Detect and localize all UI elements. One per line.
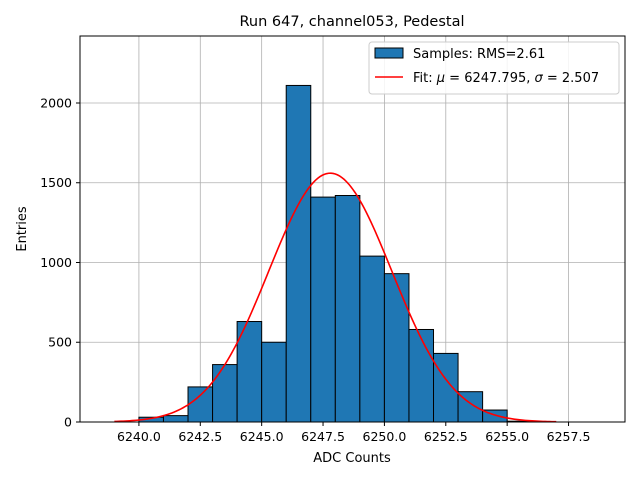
y-axis-label: Entries [15,206,30,252]
chart-title: Run 647, channel053, Pedestal [239,14,464,30]
legend-fit-mu-value: = 6247.795, [445,71,534,86]
legend: Samples: RMS=2.61 Fit: μ = 6247.795, σ =… [368,41,620,95]
histogram-bar [162,415,189,423]
x-axis-label: ADC Counts [313,451,391,466]
histogram-bar [212,364,238,423]
x-axis-ticks: 6240.0 6242.5 6245.0 6247.5 6250.0 6252.5 6255… [117,422,590,444]
fit-curve-group [114,172,557,423]
x-tick-label: 6242.5 [178,429,222,444]
x-tick-label: 6252.5 [424,429,468,444]
histogram-bar [408,328,435,423]
histogram-bar [433,352,459,423]
plot-frame [79,35,626,423]
legend-fit-label: Fit: μ = 6247.795, σ = 2.507 [413,71,599,86]
y-tick-label: 500 [48,335,72,350]
histogram-bar [187,386,214,423]
x-tick-label: 6257.5 [547,429,591,444]
legend-fit-sigma-value: = 2.507 [543,71,599,86]
legend-fit-prefix: Fit: [413,71,437,86]
y-tick-label: 1000 [40,255,72,270]
x-tick-label: 6250.0 [363,429,407,444]
histogram-bar [310,196,336,423]
y-tick-label: 2000 [40,95,72,110]
fit-curve [114,172,557,423]
legend-box [368,41,620,95]
legend-samples-label: Samples: RMS=2.61 [413,47,545,62]
legend-fit-mu-symbol: μ [436,71,445,86]
histogram-bar [359,255,385,423]
histogram-bar [236,321,263,423]
x-tick-label: 6255.0 [485,429,529,444]
y-tick-label: 1500 [40,175,72,190]
legend-fit-sigma-symbol: σ [535,71,544,86]
histogram-bar [285,84,312,423]
x-tick-label: 6240.0 [117,429,161,444]
x-tick-label: 6247.5 [301,429,345,444]
histogram-bar [383,273,410,423]
x-tick-label: 6245.0 [240,429,284,444]
y-tick-label: 0 [64,415,72,430]
histogram-bar [334,195,361,423]
legend-samples-patch [374,47,404,59]
histogram-bars [138,84,533,423]
histogram-bar [261,341,287,423]
y-axis-ticks: 0 500 1000 1500 2000 [40,95,80,430]
